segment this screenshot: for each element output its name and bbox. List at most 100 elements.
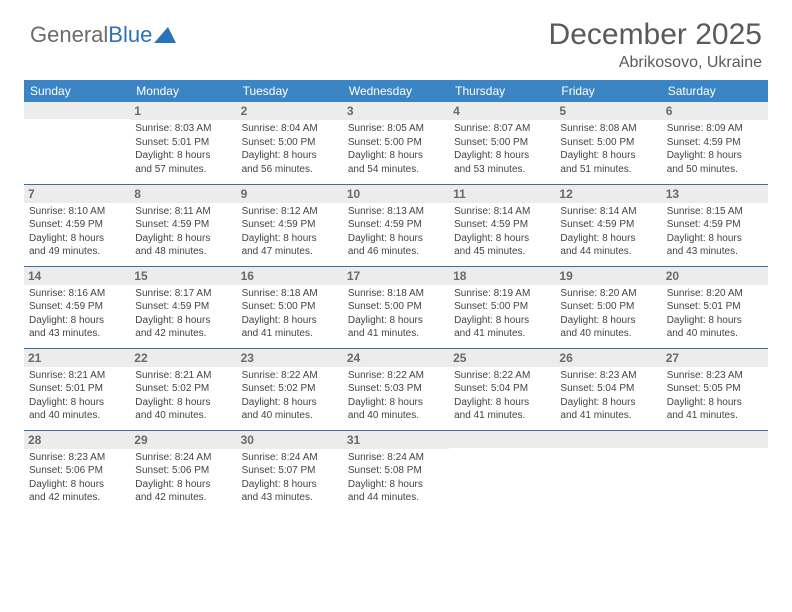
day-number: 11 [449, 185, 555, 203]
week-row: 7Sunrise: 8:10 AMSunset: 4:59 PMDaylight… [24, 184, 768, 266]
sunset-text: Sunset: 5:07 PM [242, 464, 338, 478]
sunset-text: Sunset: 5:06 PM [29, 464, 125, 478]
daylight-text-2: and 40 minutes. [560, 327, 656, 341]
sunset-text: Sunset: 5:01 PM [29, 382, 125, 396]
daylight-text-2: and 41 minutes. [667, 409, 763, 423]
sunrise-text: Sunrise: 8:10 AM [29, 205, 125, 219]
daylight-text-1: Daylight: 8 hours [242, 149, 338, 163]
day-number: 15 [130, 267, 236, 285]
day-details: Sunrise: 8:23 AMSunset: 5:04 PMDaylight:… [560, 369, 656, 423]
day-cell: 7Sunrise: 8:10 AMSunset: 4:59 PMDaylight… [24, 184, 130, 266]
day-number: 10 [343, 185, 449, 203]
sunrise-text: Sunrise: 8:22 AM [242, 369, 338, 383]
daylight-text-1: Daylight: 8 hours [135, 314, 231, 328]
day-header-row: SundayMondayTuesdayWednesdayThursdayFrid… [24, 80, 768, 102]
sunset-text: Sunset: 5:02 PM [135, 382, 231, 396]
sunset-text: Sunset: 4:59 PM [667, 218, 763, 232]
daylight-text-1: Daylight: 8 hours [560, 396, 656, 410]
daylight-text-2: and 47 minutes. [242, 245, 338, 259]
daylight-text-1: Daylight: 8 hours [242, 232, 338, 246]
day-details: Sunrise: 8:08 AMSunset: 5:00 PMDaylight:… [560, 122, 656, 176]
day-number: 14 [24, 267, 130, 285]
day-cell: 29Sunrise: 8:24 AMSunset: 5:06 PMDayligh… [130, 430, 236, 512]
day-details: Sunrise: 8:22 AMSunset: 5:02 PMDaylight:… [242, 369, 338, 423]
day-details: Sunrise: 8:22 AMSunset: 5:04 PMDaylight:… [454, 369, 550, 423]
day-number: 16 [237, 267, 343, 285]
daylight-text-2: and 50 minutes. [667, 163, 763, 177]
sunrise-text: Sunrise: 8:23 AM [29, 451, 125, 465]
sunset-text: Sunset: 5:00 PM [560, 136, 656, 150]
sunrise-text: Sunrise: 8:21 AM [29, 369, 125, 383]
day-number: 30 [237, 431, 343, 449]
sunrise-text: Sunrise: 8:17 AM [135, 287, 231, 301]
day-details: Sunrise: 8:24 AMSunset: 5:06 PMDaylight:… [135, 451, 231, 505]
daylight-text-2: and 42 minutes. [29, 491, 125, 505]
day-details: Sunrise: 8:21 AMSunset: 5:01 PMDaylight:… [29, 369, 125, 423]
sunset-text: Sunset: 5:06 PM [135, 464, 231, 478]
daylight-text-1: Daylight: 8 hours [348, 478, 444, 492]
day-cell [24, 102, 130, 184]
daylight-text-1: Daylight: 8 hours [135, 396, 231, 410]
sunset-text: Sunset: 5:00 PM [454, 136, 550, 150]
day-number: 3 [343, 102, 449, 120]
day-header: Saturday [662, 80, 768, 102]
sunrise-text: Sunrise: 8:21 AM [135, 369, 231, 383]
day-number: 1 [130, 102, 236, 120]
day-details: Sunrise: 8:14 AMSunset: 4:59 PMDaylight:… [454, 205, 550, 259]
daylight-text-1: Daylight: 8 hours [560, 314, 656, 328]
sunset-text: Sunset: 5:05 PM [667, 382, 763, 396]
sunrise-text: Sunrise: 8:20 AM [667, 287, 763, 301]
day-header: Tuesday [237, 80, 343, 102]
daylight-text-1: Daylight: 8 hours [667, 314, 763, 328]
daylight-text-1: Daylight: 8 hours [454, 396, 550, 410]
sunset-text: Sunset: 5:01 PM [135, 136, 231, 150]
day-cell: 4Sunrise: 8:07 AMSunset: 5:00 PMDaylight… [449, 102, 555, 184]
daylight-text-2: and 40 minutes. [242, 409, 338, 423]
sunrise-text: Sunrise: 8:11 AM [135, 205, 231, 219]
day-details: Sunrise: 8:20 AMSunset: 5:01 PMDaylight:… [667, 287, 763, 341]
sunset-text: Sunset: 5:00 PM [348, 136, 444, 150]
day-number: 21 [24, 349, 130, 367]
daylight-text-2: and 40 minutes. [135, 409, 231, 423]
day-number: 17 [343, 267, 449, 285]
day-details: Sunrise: 8:17 AMSunset: 4:59 PMDaylight:… [135, 287, 231, 341]
daylight-text-2: and 43 minutes. [242, 491, 338, 505]
sunset-text: Sunset: 4:59 PM [29, 218, 125, 232]
daylight-text-1: Daylight: 8 hours [348, 149, 444, 163]
sunrise-text: Sunrise: 8:22 AM [348, 369, 444, 383]
day-cell: 31Sunrise: 8:24 AMSunset: 5:08 PMDayligh… [343, 430, 449, 512]
sunset-text: Sunset: 4:59 PM [560, 218, 656, 232]
day-number: 22 [130, 349, 236, 367]
day-cell: 17Sunrise: 8:18 AMSunset: 5:00 PMDayligh… [343, 266, 449, 348]
day-number: 12 [555, 185, 661, 203]
day-number: 18 [449, 267, 555, 285]
sunrise-text: Sunrise: 8:23 AM [667, 369, 763, 383]
day-cell [449, 430, 555, 512]
daylight-text-1: Daylight: 8 hours [667, 149, 763, 163]
day-cell [555, 430, 661, 512]
day-header: Wednesday [343, 80, 449, 102]
day-details: Sunrise: 8:13 AMSunset: 4:59 PMDaylight:… [348, 205, 444, 259]
day-cell: 27Sunrise: 8:23 AMSunset: 5:05 PMDayligh… [662, 348, 768, 430]
sunrise-text: Sunrise: 8:22 AM [454, 369, 550, 383]
day-cell: 30Sunrise: 8:24 AMSunset: 5:07 PMDayligh… [237, 430, 343, 512]
day-cell: 9Sunrise: 8:12 AMSunset: 4:59 PMDaylight… [237, 184, 343, 266]
daylight-text-2: and 43 minutes. [667, 245, 763, 259]
day-details: Sunrise: 8:11 AMSunset: 4:59 PMDaylight:… [135, 205, 231, 259]
sunrise-text: Sunrise: 8:19 AM [454, 287, 550, 301]
day-number: 8 [130, 185, 236, 203]
daylight-text-2: and 40 minutes. [29, 409, 125, 423]
daylight-text-1: Daylight: 8 hours [667, 232, 763, 246]
day-details: Sunrise: 8:05 AMSunset: 5:00 PMDaylight:… [348, 122, 444, 176]
day-details: Sunrise: 8:10 AMSunset: 4:59 PMDaylight:… [29, 205, 125, 259]
daylight-text-1: Daylight: 8 hours [242, 396, 338, 410]
day-cell: 5Sunrise: 8:08 AMSunset: 5:00 PMDaylight… [555, 102, 661, 184]
week-row: 14Sunrise: 8:16 AMSunset: 4:59 PMDayligh… [24, 266, 768, 348]
day-cell: 1Sunrise: 8:03 AMSunset: 5:01 PMDaylight… [130, 102, 236, 184]
daylight-text-2: and 53 minutes. [454, 163, 550, 177]
daylight-text-2: and 43 minutes. [29, 327, 125, 341]
sunset-text: Sunset: 5:00 PM [454, 300, 550, 314]
daylight-text-1: Daylight: 8 hours [454, 232, 550, 246]
sunrise-text: Sunrise: 8:09 AM [667, 122, 763, 136]
day-cell: 18Sunrise: 8:19 AMSunset: 5:00 PMDayligh… [449, 266, 555, 348]
